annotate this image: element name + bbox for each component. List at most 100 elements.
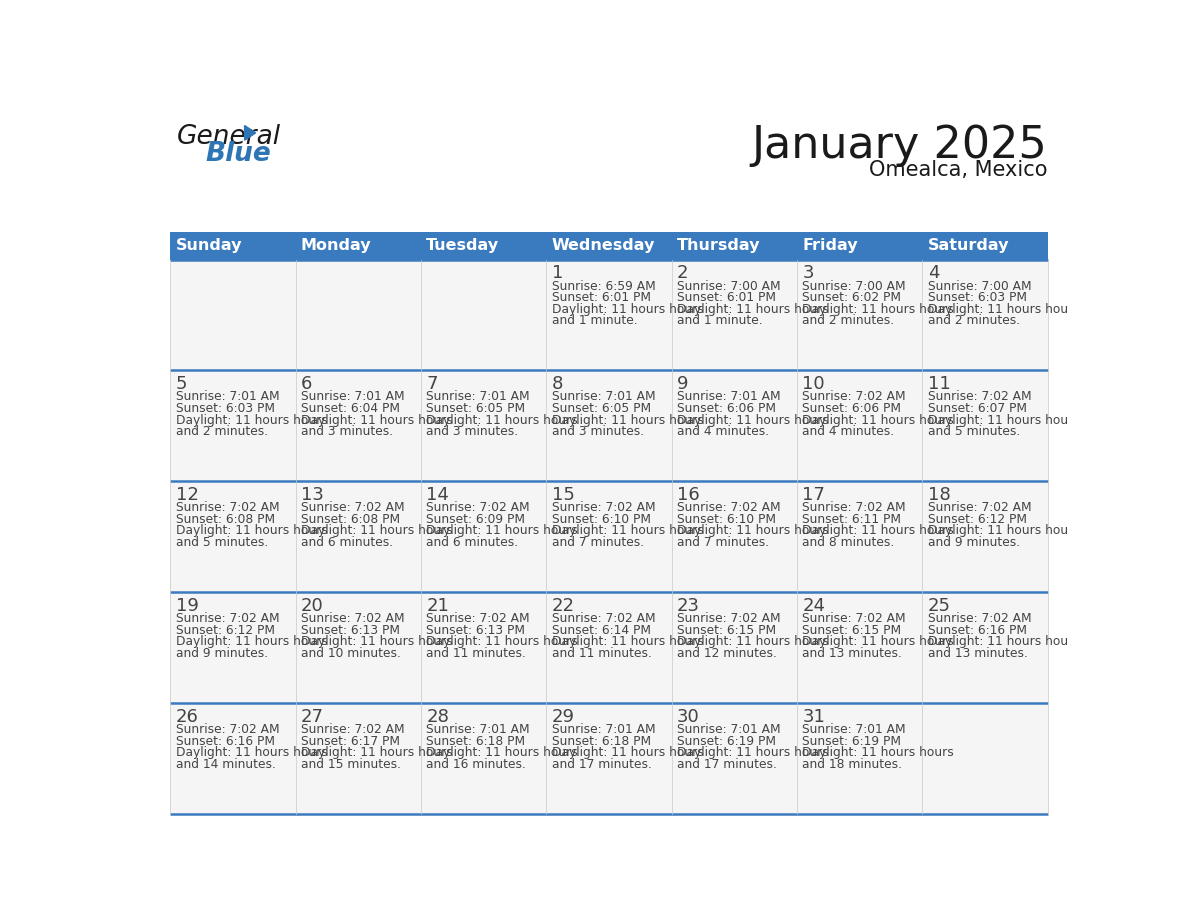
- Text: Daylight: 11 hours hours: Daylight: 11 hours hours: [677, 635, 829, 648]
- Text: Sunset: 6:06 PM: Sunset: 6:06 PM: [802, 402, 902, 415]
- Polygon shape: [245, 126, 255, 140]
- Text: Daylight: 11 hours hours: Daylight: 11 hours hours: [301, 746, 453, 759]
- Text: Sunrise: 7:01 AM: Sunrise: 7:01 AM: [426, 723, 530, 736]
- Bar: [296, 481, 421, 592]
- Bar: [797, 592, 922, 703]
- Text: Sunrise: 7:02 AM: Sunrise: 7:02 AM: [301, 612, 405, 625]
- Text: and 13 minutes.: and 13 minutes.: [802, 647, 902, 660]
- Bar: [421, 592, 546, 703]
- Text: 24: 24: [802, 597, 826, 615]
- Text: Sunset: 6:16 PM: Sunset: 6:16 PM: [928, 623, 1026, 637]
- Text: and 4 minutes.: and 4 minutes.: [802, 425, 895, 438]
- Bar: [170, 703, 296, 814]
- Text: 6: 6: [301, 375, 312, 393]
- Text: Sunrise: 7:02 AM: Sunrise: 7:02 AM: [301, 723, 405, 736]
- Text: Sunrise: 7:02 AM: Sunrise: 7:02 AM: [928, 390, 1031, 403]
- Bar: [421, 703, 546, 814]
- Bar: [546, 703, 671, 814]
- Text: Sunrise: 7:02 AM: Sunrise: 7:02 AM: [802, 612, 906, 625]
- Text: 20: 20: [301, 597, 323, 615]
- Text: Daylight: 11 hours hours: Daylight: 11 hours hours: [802, 413, 954, 427]
- Bar: [671, 371, 797, 481]
- Text: January 2025: January 2025: [752, 124, 1048, 167]
- Text: and 5 minutes.: and 5 minutes.: [176, 536, 267, 549]
- Text: Sunrise: 7:01 AM: Sunrise: 7:01 AM: [677, 723, 781, 736]
- Text: Sunrise: 7:00 AM: Sunrise: 7:00 AM: [802, 280, 906, 293]
- Text: and 9 minutes.: and 9 minutes.: [176, 647, 267, 660]
- Bar: [546, 592, 671, 703]
- Text: Sunrise: 7:01 AM: Sunrise: 7:01 AM: [551, 723, 656, 736]
- Text: Sunset: 6:18 PM: Sunset: 6:18 PM: [551, 734, 651, 747]
- Bar: [671, 481, 797, 592]
- Text: 26: 26: [176, 708, 198, 726]
- Text: Sunset: 6:08 PM: Sunset: 6:08 PM: [301, 513, 400, 526]
- Text: Blue: Blue: [206, 141, 272, 167]
- Text: Sunrise: 7:01 AM: Sunrise: 7:01 AM: [426, 390, 530, 403]
- Bar: [296, 371, 421, 481]
- Text: Tuesday: Tuesday: [426, 238, 499, 253]
- Bar: [671, 232, 797, 260]
- Text: 28: 28: [426, 708, 449, 726]
- Text: Sunset: 6:08 PM: Sunset: 6:08 PM: [176, 513, 274, 526]
- Text: Daylight: 11 hours hours: Daylight: 11 hours hours: [928, 303, 1080, 316]
- Text: Sunset: 6:11 PM: Sunset: 6:11 PM: [802, 513, 902, 526]
- Text: Sunset: 6:18 PM: Sunset: 6:18 PM: [426, 734, 525, 747]
- Text: and 17 minutes.: and 17 minutes.: [677, 757, 777, 771]
- Text: Sunset: 6:01 PM: Sunset: 6:01 PM: [551, 291, 651, 304]
- Text: Sunrise: 7:02 AM: Sunrise: 7:02 AM: [176, 501, 279, 514]
- Text: Daylight: 11 hours hours: Daylight: 11 hours hours: [426, 413, 579, 427]
- Bar: [922, 232, 1048, 260]
- Bar: [922, 703, 1048, 814]
- Bar: [421, 232, 546, 260]
- Text: and 11 minutes.: and 11 minutes.: [551, 647, 651, 660]
- Text: Daylight: 11 hours hours: Daylight: 11 hours hours: [551, 635, 703, 648]
- Text: 15: 15: [551, 486, 575, 504]
- Text: Sunrise: 7:01 AM: Sunrise: 7:01 AM: [802, 723, 906, 736]
- Text: Sunset: 6:05 PM: Sunset: 6:05 PM: [426, 402, 525, 415]
- Text: 3: 3: [802, 264, 814, 282]
- Text: Sunrise: 7:02 AM: Sunrise: 7:02 AM: [301, 501, 405, 514]
- Text: 18: 18: [928, 486, 950, 504]
- Text: Sunset: 6:09 PM: Sunset: 6:09 PM: [426, 513, 525, 526]
- Text: Daylight: 11 hours hours: Daylight: 11 hours hours: [426, 635, 579, 648]
- Bar: [421, 371, 546, 481]
- Text: and 2 minutes.: and 2 minutes.: [802, 314, 895, 327]
- Text: Sunrise: 7:02 AM: Sunrise: 7:02 AM: [426, 501, 530, 514]
- Text: 2: 2: [677, 264, 688, 282]
- Text: and 9 minutes.: and 9 minutes.: [928, 536, 1019, 549]
- Text: Sunset: 6:02 PM: Sunset: 6:02 PM: [802, 291, 902, 304]
- Text: 21: 21: [426, 597, 449, 615]
- Bar: [170, 592, 296, 703]
- Text: Daylight: 11 hours hours: Daylight: 11 hours hours: [928, 524, 1080, 537]
- Text: Daylight: 11 hours hours: Daylight: 11 hours hours: [551, 303, 703, 316]
- Text: 12: 12: [176, 486, 198, 504]
- Bar: [797, 481, 922, 592]
- Text: and 4 minutes.: and 4 minutes.: [677, 425, 769, 438]
- Text: 30: 30: [677, 708, 700, 726]
- Text: Daylight: 11 hours hours: Daylight: 11 hours hours: [677, 524, 829, 537]
- Text: 13: 13: [301, 486, 324, 504]
- Text: and 7 minutes.: and 7 minutes.: [551, 536, 644, 549]
- Text: Daylight: 11 hours hours: Daylight: 11 hours hours: [802, 524, 954, 537]
- Text: and 10 minutes.: and 10 minutes.: [301, 647, 400, 660]
- Text: 9: 9: [677, 375, 688, 393]
- Text: Daylight: 11 hours hours: Daylight: 11 hours hours: [802, 635, 954, 648]
- Text: and 17 minutes.: and 17 minutes.: [551, 757, 651, 771]
- Bar: [546, 371, 671, 481]
- Bar: [922, 371, 1048, 481]
- Text: Thursday: Thursday: [677, 238, 760, 253]
- Text: and 11 minutes.: and 11 minutes.: [426, 647, 526, 660]
- Text: Sunset: 6:15 PM: Sunset: 6:15 PM: [802, 623, 902, 637]
- Text: Daylight: 11 hours hours: Daylight: 11 hours hours: [551, 524, 703, 537]
- Text: 25: 25: [928, 597, 950, 615]
- Text: Wednesday: Wednesday: [551, 238, 655, 253]
- Text: 16: 16: [677, 486, 700, 504]
- Text: Sunset: 6:17 PM: Sunset: 6:17 PM: [301, 734, 400, 747]
- Bar: [296, 260, 421, 371]
- Text: Sunset: 6:05 PM: Sunset: 6:05 PM: [551, 402, 651, 415]
- Bar: [296, 232, 421, 260]
- Text: Daylight: 11 hours hours: Daylight: 11 hours hours: [176, 524, 328, 537]
- Text: Daylight: 11 hours hours: Daylight: 11 hours hours: [176, 635, 328, 648]
- Text: Sunrise: 7:02 AM: Sunrise: 7:02 AM: [802, 501, 906, 514]
- Bar: [797, 260, 922, 371]
